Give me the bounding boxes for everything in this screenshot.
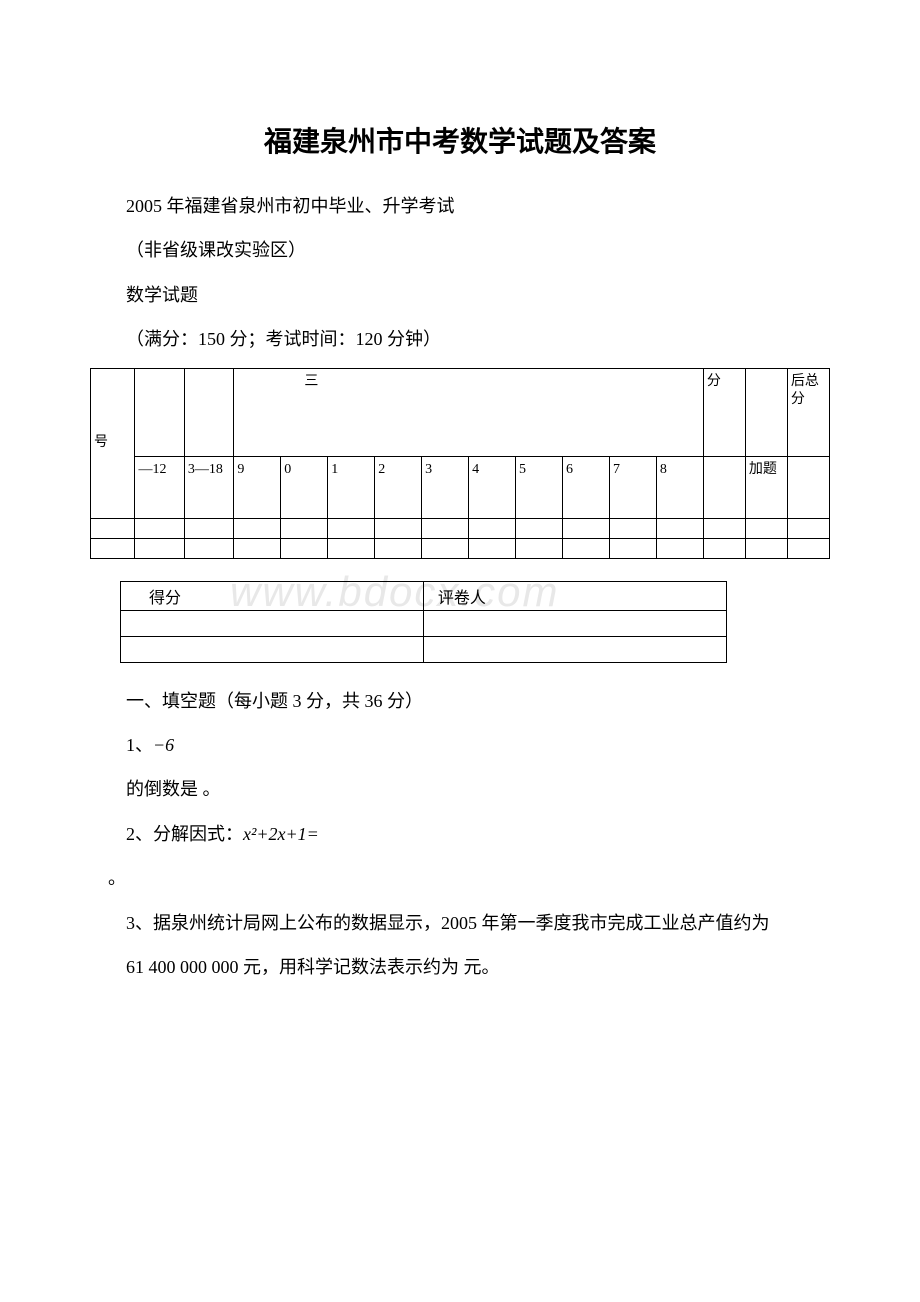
table-cell	[609, 538, 656, 558]
table-cell: 5	[516, 456, 563, 518]
table-cell: 8	[656, 456, 703, 518]
table-cell	[469, 518, 516, 538]
table-cell	[563, 518, 610, 538]
question-3-line1: 3、据泉州统计局网上公布的数据显示，2005 年第一季度我市完成工业总产值约为	[90, 907, 830, 939]
table-cell	[787, 456, 829, 518]
q2-label: 2、分解因式：	[126, 824, 243, 844]
table-cell	[745, 368, 787, 456]
table-cell: —12	[135, 456, 184, 518]
table-cell: 6	[563, 456, 610, 518]
table-cell	[787, 538, 829, 558]
note-area: （非省级课改实验区）	[90, 234, 830, 266]
q1-expression: −6	[153, 735, 174, 755]
table-cell	[745, 538, 787, 558]
table-cell: 3—18	[184, 456, 233, 518]
table-cell	[656, 518, 703, 538]
table-cell	[135, 368, 184, 456]
question-2-end: 。	[90, 862, 830, 894]
table-cell	[563, 538, 610, 558]
table-row	[121, 610, 727, 636]
cell-extra: 加题	[745, 456, 787, 518]
table-cell	[375, 538, 422, 558]
table-cell	[423, 636, 726, 662]
table-cell	[184, 368, 233, 456]
page-title: 福建泉州市中考数学试题及答案	[90, 120, 830, 160]
table-cell	[609, 518, 656, 538]
table-cell	[422, 538, 469, 558]
table-cell: 9	[234, 456, 281, 518]
cell-grader-label: 评卷人	[423, 581, 726, 610]
table-cell: 2	[375, 456, 422, 518]
question-3-line2: 61 400 000 000 元，用科学记数法表示约为 元。	[90, 951, 830, 983]
cell-section3: 三	[234, 368, 704, 456]
table-cell	[184, 518, 233, 538]
table-cell: 0	[281, 456, 328, 518]
table-cell	[703, 518, 745, 538]
table-cell	[184, 538, 233, 558]
table-cell	[91, 518, 135, 538]
table-cell	[703, 538, 745, 558]
table-cell: 7	[609, 456, 656, 518]
table-cell	[121, 636, 424, 662]
table-row: —12 3—18 9 0 1 2 3 4 5 6 7 8 加题	[91, 456, 830, 518]
subtitle: 2005 年福建省泉州市初中毕业、升学考试	[90, 190, 830, 222]
table-row	[91, 518, 830, 538]
table-cell	[787, 518, 829, 538]
exam-info: （满分：150 分；考试时间：120 分钟）	[90, 323, 830, 355]
table-cell: 3	[422, 456, 469, 518]
q2-expression: x²+2x+1=	[243, 824, 319, 844]
table-cell	[281, 538, 328, 558]
subject-label: 数学试题	[90, 279, 830, 311]
question-1-label: 1、−6	[90, 729, 830, 761]
score-grid-table: 号 三 分 后总分 —12 3—18 9 0 1 2 3 4 5 6 7 8 加…	[90, 368, 830, 559]
section-heading: 一、填空题（每小题 3 分，共 36 分）	[90, 685, 830, 717]
cell-label: 号	[91, 368, 135, 518]
table-row	[121, 636, 727, 662]
question-1-text: 的倒数是 。	[90, 773, 830, 805]
cell-total: 后总分	[787, 368, 829, 456]
table-cell	[516, 518, 563, 538]
table-row: 得分 评卷人	[121, 581, 727, 610]
table-cell	[234, 538, 281, 558]
cell-score: 分	[703, 368, 745, 456]
table-cell	[121, 610, 424, 636]
table-row: 号 三 分 后总分	[91, 368, 830, 456]
table-cell	[135, 538, 184, 558]
table-cell	[234, 518, 281, 538]
table-cell: 1	[328, 456, 375, 518]
table-cell	[422, 518, 469, 538]
table-cell	[375, 518, 422, 538]
grader-table: 得分 评卷人	[120, 581, 727, 663]
cell-score-label: 得分	[121, 581, 424, 610]
table-cell	[281, 518, 328, 538]
table-cell	[745, 518, 787, 538]
table-cell	[656, 538, 703, 558]
table-cell	[135, 518, 184, 538]
table-cell: 4	[469, 456, 516, 518]
question-2: 2、分解因式：x²+2x+1=	[90, 818, 830, 850]
table-cell	[91, 538, 135, 558]
table-cell	[516, 538, 563, 558]
table-row	[91, 538, 830, 558]
table-cell	[423, 610, 726, 636]
table-cell	[703, 456, 745, 518]
table-cell	[469, 538, 516, 558]
q1-num: 1、	[126, 735, 153, 755]
table-cell	[328, 538, 375, 558]
table-cell	[328, 518, 375, 538]
